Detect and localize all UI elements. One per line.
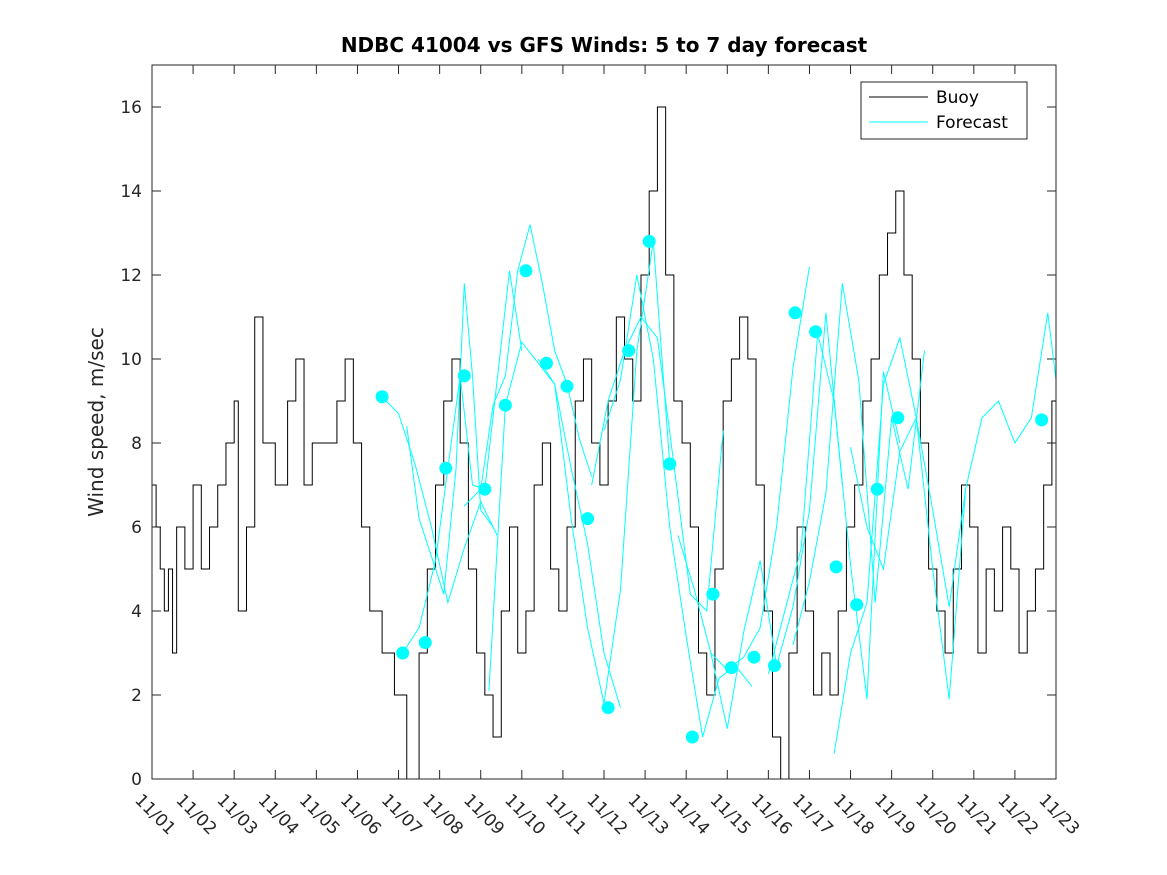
y-tick-label: 10	[120, 350, 142, 370]
legend-forecast-label: Forecast	[936, 113, 1008, 133]
forecast-line	[402, 270, 523, 654]
forecast-line	[850, 312, 1057, 607]
forecast-point	[663, 457, 677, 471]
forecast-line	[463, 224, 593, 507]
forecast-line	[767, 333, 901, 700]
forecast-point	[706, 587, 720, 601]
plot-frame	[151, 64, 1057, 780]
forecast-line	[406, 283, 494, 595]
forecast-point	[498, 398, 512, 412]
y-tick-label: 2	[131, 686, 142, 706]
y-tick-label: 6	[131, 518, 142, 538]
forecast-point	[809, 325, 823, 339]
forecast-point	[439, 461, 453, 475]
forecast-line	[677, 266, 810, 671]
forecast-point	[478, 482, 492, 496]
forecast-point	[539, 356, 553, 370]
forecast-line	[381, 396, 498, 605]
y-tick-label: 14	[120, 182, 142, 202]
forecast-line	[792, 283, 926, 645]
forecast-point	[396, 646, 410, 660]
forecast-point	[581, 512, 595, 526]
forecast-point	[850, 598, 864, 612]
forecast-point	[560, 379, 574, 393]
forecast-point	[747, 650, 761, 664]
forecast-line	[833, 336, 967, 754]
y-tick-label: 0	[131, 770, 142, 790]
forecast-series	[381, 224, 1057, 754]
legend-buoy-label: Buoy	[936, 88, 979, 108]
forecast-point	[685, 730, 699, 744]
forecast-point	[768, 659, 782, 673]
forecast-markers	[375, 234, 1049, 744]
forecast-point	[375, 390, 389, 404]
forecast-point	[519, 264, 533, 278]
forecast-point	[829, 560, 843, 574]
legend: Buoy Forecast	[860, 81, 1028, 140]
forecast-point	[418, 636, 432, 649]
chart-title: NDBC 41004 vs GFS Winds: 5 to 7 day fore…	[341, 33, 868, 57]
y-tick-label: 4	[131, 602, 142, 622]
forecast-point	[891, 411, 905, 425]
y-axis-label: Wind speed, m/sec	[84, 327, 108, 517]
forecast-point	[601, 701, 615, 715]
forecast-point	[622, 344, 636, 358]
y-tick-label: 8	[131, 434, 142, 454]
forecast-point	[870, 482, 884, 496]
forecast-point	[1035, 413, 1049, 427]
y-tick-label: 12	[120, 266, 142, 286]
forecast-point	[724, 661, 738, 675]
forecast-point	[457, 369, 471, 383]
legend-box	[860, 81, 1028, 140]
forecast-point	[788, 306, 802, 320]
forecast-point	[642, 234, 656, 248]
y-tick-label: 16	[120, 98, 142, 118]
forecast-line	[591, 316, 724, 613]
